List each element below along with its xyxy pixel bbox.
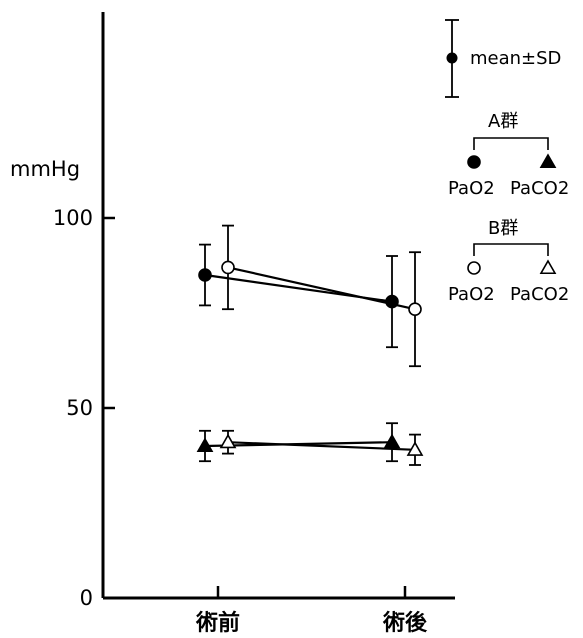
marker-s3-p1 — [406, 441, 424, 456]
series-line-1 — [227, 266, 416, 311]
marker-s1-p1 — [408, 302, 422, 317]
legend-a-paco2-symbol — [539, 153, 557, 169]
legend-group-a: A群 PaO2 PaCO2 — [448, 111, 569, 199]
legend-stat: mean±SD — [445, 19, 561, 98]
data-markers — [196, 260, 424, 456]
marker-s2-p0 — [196, 437, 214, 453]
legend: mean±SD A群 PaO2 PaCO2 B群 PaO2 PaCO2 — [445, 19, 569, 305]
legend-a-pao2-label: PaO2 — [448, 178, 495, 199]
marker-s2-p1 — [383, 433, 401, 449]
legend-b-paco2-marker — [539, 259, 557, 275]
y-axis-label: mmHg — [10, 157, 80, 181]
y-tick-label-50: 50 — [66, 396, 93, 420]
error-bars — [199, 224, 421, 466]
marker-s0-p1 — [385, 294, 399, 309]
legend-group-b-title: B群 — [488, 218, 518, 239]
series-lines — [204, 266, 416, 451]
y-tick-label-100: 100 — [53, 206, 93, 230]
legend-group-a-title: A群 — [488, 111, 518, 132]
legend-group-b-bracket — [473, 243, 549, 256]
y-ticks: 0 50 100 — [53, 206, 115, 610]
y-tick-label-0: 0 — [80, 586, 93, 610]
legend-a-pao2-symbol — [467, 155, 481, 169]
legend-b-pao2-symbol — [467, 261, 481, 275]
legend-a-paco2-marker — [539, 153, 557, 169]
legend-b-pao2-label: PaO2 — [448, 284, 495, 305]
legend-a-pao2-marker — [467, 155, 481, 169]
legend-b-paco2-label: PaCO2 — [510, 284, 569, 305]
x-tick-label-0: 術前 — [195, 610, 240, 636]
series-line-3 — [227, 441, 416, 451]
legend-group-b: B群 PaO2 PaCO2 — [448, 218, 569, 305]
marker-s3-p0 — [219, 433, 237, 449]
legend-b-paco2-symbol — [539, 259, 557, 275]
marker-s1-p0 — [221, 260, 235, 275]
x-ticks: 術前 術後 — [195, 586, 428, 636]
x-tick-label-1: 術後 — [382, 610, 428, 636]
legend-a-paco2-label: PaCO2 — [510, 178, 569, 199]
legend-stat-marker — [446, 52, 458, 64]
legend-b-pao2-marker — [467, 261, 481, 275]
marker-s0-p0 — [198, 268, 212, 282]
legend-group-a-bracket — [473, 137, 549, 150]
legend-stat-label: mean±SD — [470, 48, 561, 69]
